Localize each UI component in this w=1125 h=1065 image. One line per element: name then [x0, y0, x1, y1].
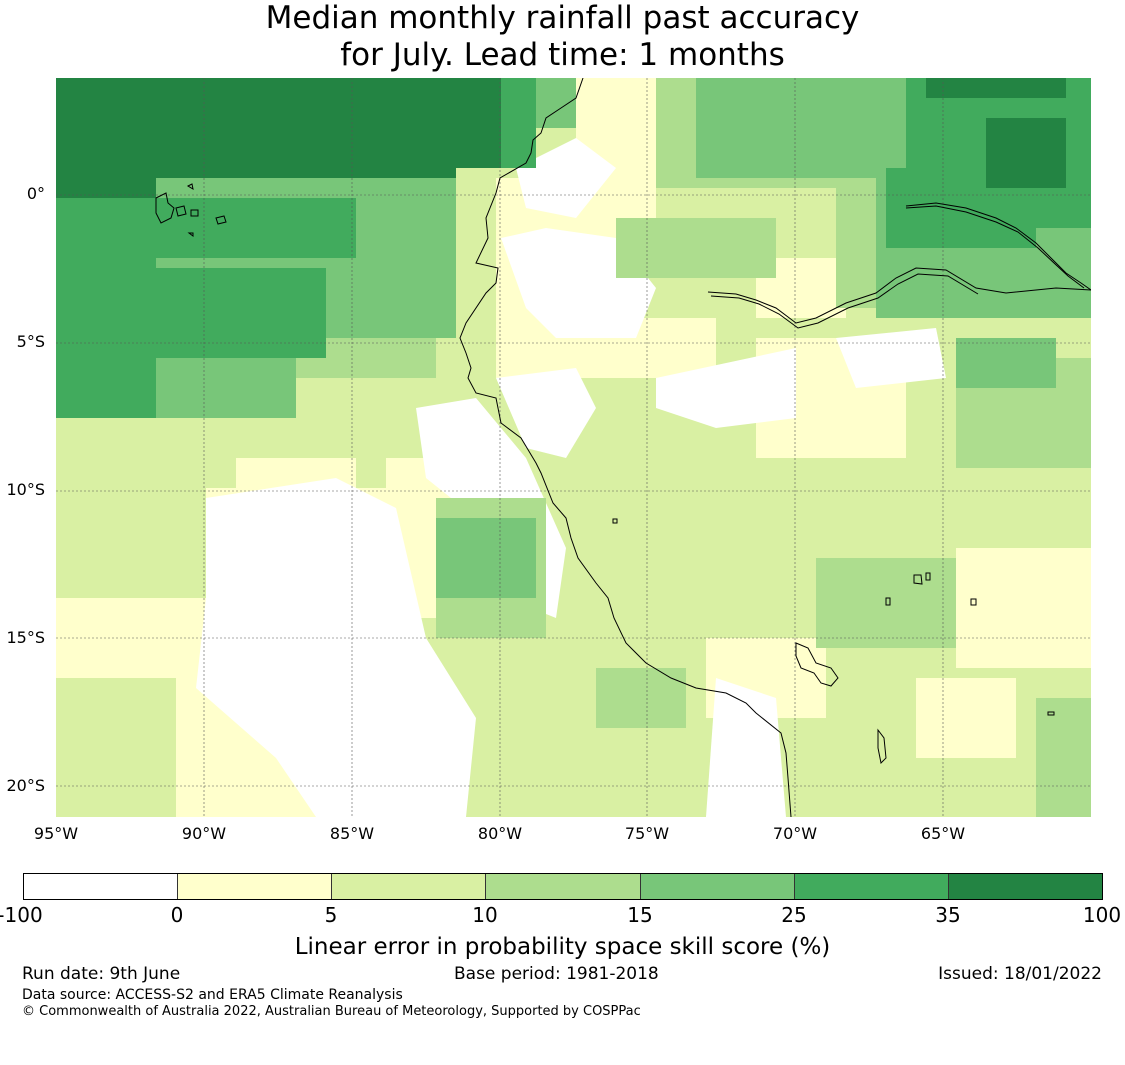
- title-line-2: for July. Lead time: 1 months: [340, 37, 785, 73]
- lakes: [612, 518, 1055, 765]
- lat-label-15s: 15°S: [6, 628, 45, 647]
- colorbar-tick: 35: [935, 903, 961, 927]
- lat-label-20s: 20°S: [6, 776, 45, 795]
- lat-label-5s: 5°S: [16, 332, 45, 351]
- colorbar-tick: 0: [170, 903, 184, 927]
- skill-35-100-region: [56, 78, 1066, 198]
- colorbar-segment: [24, 874, 179, 899]
- run-date: Run date: 9th June: [22, 964, 181, 984]
- copyright: © Commonwealth of Australia 2022, Austra…: [22, 1004, 641, 1019]
- lon-label-85w: 85°W: [329, 824, 375, 843]
- coastline: [459, 78, 792, 817]
- colorbar-tick: 10: [472, 903, 498, 927]
- lon-label-75w: 75°W: [624, 824, 670, 843]
- map-gridlines: [56, 78, 1091, 817]
- colorbar-tick: 15: [627, 903, 653, 927]
- colorbar-segment: [794, 874, 949, 899]
- colorbar-segment: [640, 874, 795, 899]
- skill-score-map: [56, 78, 1091, 817]
- lon-label-90w: 90°W: [181, 824, 227, 843]
- colorbar-segment: [332, 874, 487, 899]
- colorbar-label: Linear error in probability space skill …: [294, 934, 831, 960]
- lon-label-65w: 65°W: [920, 824, 966, 843]
- data-source: Data source: ACCESS-S2 and ERA5 Climate …: [22, 987, 403, 1003]
- colorbar-tick: -100: [0, 903, 43, 927]
- colorbar-segment: [178, 874, 333, 899]
- lon-label-95w: 95°W: [33, 824, 79, 843]
- colorbar-tick: 25: [781, 903, 807, 927]
- map-canvas: [56, 78, 1091, 817]
- colorbar-tick: 5: [324, 903, 338, 927]
- title-line-1: Median monthly rainfall past accuracy: [265, 0, 860, 36]
- colorbar-segment: [486, 874, 641, 899]
- lon-label-70w: 70°W: [772, 824, 818, 843]
- issued-date: Issued: 18/01/2022: [938, 964, 1102, 984]
- base-period: Base period: 1981-2018: [454, 964, 659, 984]
- lon-label-80w: 80°W: [477, 824, 523, 843]
- colorbar-tick: 100: [1082, 903, 1122, 927]
- galapagos-islands: [155, 183, 227, 237]
- map-title: Median monthly rainfall past accuracy fo…: [0, 0, 1125, 74]
- colorbar-segment: [948, 874, 1102, 899]
- lat-label-10s: 10°S: [6, 480, 45, 499]
- amazon-river: [707, 202, 1091, 329]
- colorbar: [23, 873, 1103, 900]
- lat-label-0: 0°: [26, 184, 45, 203]
